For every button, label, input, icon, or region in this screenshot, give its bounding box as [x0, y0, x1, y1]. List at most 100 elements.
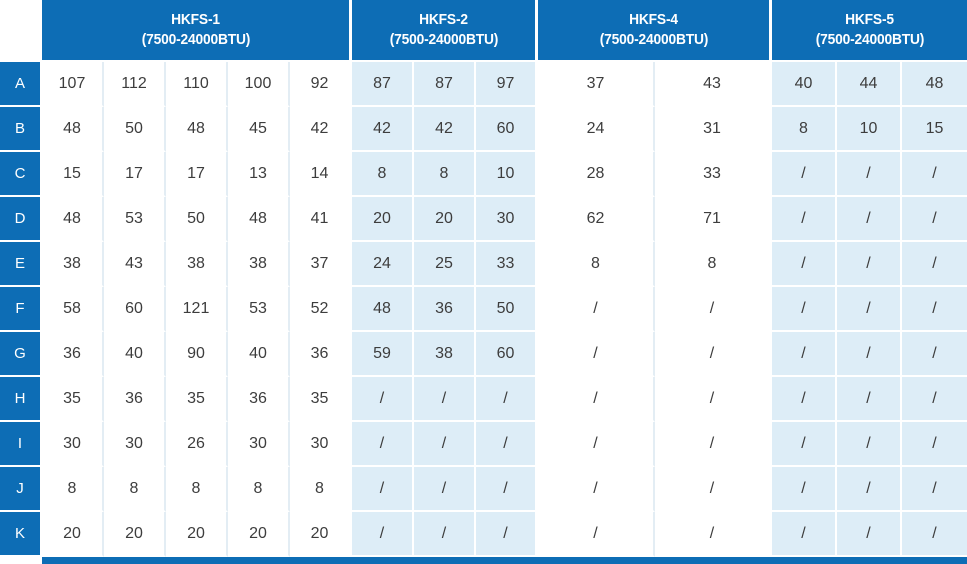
row-label-a: A — [0, 62, 42, 107]
table-cell: / — [837, 377, 902, 422]
column-group-header-hkfs-1: HKFS-1 (7500-24000BTU) — [42, 0, 352, 60]
table-cell: / — [902, 242, 967, 287]
table-cell: 48 — [42, 197, 104, 242]
table-cell: / — [655, 467, 772, 512]
column-group-header-hkfs-2: HKFS-2 (7500-24000BTU) — [352, 0, 538, 60]
table-row: E 38 43 38 38 37 24 25 33 8 8// / — [0, 242, 967, 287]
table-cell: 8 — [538, 242, 655, 287]
table-row: I 30 30 26 30 30// / / / / / / — [0, 422, 967, 467]
table-cell: 121 — [166, 287, 228, 332]
table-cell: 37 — [538, 62, 655, 107]
table-cell: 8 — [42, 467, 104, 512]
table-cell: 36 — [42, 332, 104, 377]
table-cell: 24 — [352, 242, 414, 287]
table-cell: 31 — [655, 107, 772, 152]
table-cell: 28 — [538, 152, 655, 197]
table-cell: 8 — [414, 152, 476, 197]
table-cell: 48 — [166, 107, 228, 152]
table-cell: 38 — [414, 332, 476, 377]
table-cell: 20 — [42, 512, 104, 557]
table-cell: 33 — [476, 242, 538, 287]
table-cell: 36 — [290, 332, 352, 377]
table-cell: 44 — [837, 62, 902, 107]
table-cell: / — [414, 422, 476, 467]
table-cell: / — [902, 512, 967, 557]
table-cell: 8 — [290, 467, 352, 512]
table-cell: 87 — [352, 62, 414, 107]
table-cell: / — [476, 467, 538, 512]
table-cell: / — [476, 377, 538, 422]
table-cell: 41 — [290, 197, 352, 242]
table-cell: / — [476, 512, 538, 557]
table-cell: 40 — [228, 332, 290, 377]
table-cell: 48 — [228, 197, 290, 242]
table-cell: 60 — [104, 287, 166, 332]
table-cell: 30 — [42, 422, 104, 467]
table-cell: 25 — [414, 242, 476, 287]
table-cell: / — [902, 377, 967, 422]
table-cell: 45 — [228, 107, 290, 152]
table-row: C 15 17 17 13 14 8 8 10 28 33// / — [0, 152, 967, 197]
table-cell: / — [837, 467, 902, 512]
table-cell: / — [655, 422, 772, 467]
table-cell: 42 — [352, 107, 414, 152]
table-cell: 90 — [166, 332, 228, 377]
group-name: HKFS-2 — [419, 10, 468, 28]
table-cell: 35 — [42, 377, 104, 422]
table-cell: / — [476, 422, 538, 467]
table-cell: 17 — [104, 152, 166, 197]
table-cell: / — [538, 377, 655, 422]
table-cell: / — [414, 512, 476, 557]
table-cell: / — [655, 332, 772, 377]
table-cell: 38 — [42, 242, 104, 287]
table-cell: 8 — [166, 467, 228, 512]
table-cell: / — [772, 467, 837, 512]
table-header-row: HKFS-1 (7500-24000BTU) HKFS-2 (7500-24000BT… — [0, 0, 967, 62]
table-cell: 100 — [228, 62, 290, 107]
table-cell: / — [902, 422, 967, 467]
table-cell: 53 — [104, 197, 166, 242]
table-cell: / — [837, 512, 902, 557]
row-label-j: J — [0, 467, 42, 512]
table-cell: 36 — [104, 377, 166, 422]
table-cell: 15 — [902, 107, 967, 152]
table-cell: 8 — [655, 242, 772, 287]
table-cell: 38 — [228, 242, 290, 287]
row-label-g: G — [0, 332, 42, 377]
table-cell: / — [655, 287, 772, 332]
table-cell: / — [837, 242, 902, 287]
table-row: B 48 50 48 45 42 42 42 60 24 31 8 10 15 — [0, 107, 967, 152]
table-cell: 40 — [104, 332, 166, 377]
table-row: A 107 112 110 100 92 87 87 97 37 43 40 44 48 — [0, 62, 967, 107]
table-cell: 10 — [837, 107, 902, 152]
table-cell: 36 — [414, 287, 476, 332]
table-cell: 35 — [166, 377, 228, 422]
table-cell: / — [902, 152, 967, 197]
table-row: F 58 60 121 53 52 48 36 50// / / / — [0, 287, 967, 332]
table-cell: / — [772, 242, 837, 287]
column-group-header-hkfs-4: HKFS-4 (7500-24000BTU) — [538, 0, 772, 60]
group-name: HKFS-4 — [629, 10, 678, 28]
table-cell: 58 — [42, 287, 104, 332]
table-cell: / — [837, 422, 902, 467]
table-cell: / — [837, 152, 902, 197]
table-cell: 17 — [166, 152, 228, 197]
table-cell: / — [772, 287, 837, 332]
table-cell: 20 — [352, 197, 414, 242]
table-cell: / — [414, 467, 476, 512]
table-cell: 20 — [166, 512, 228, 557]
table-cell: 15 — [42, 152, 104, 197]
table-cell: / — [772, 332, 837, 377]
column-group-header-hkfs-5: HKFS-5 (7500-24000BTU) — [772, 0, 967, 60]
table-cell: 40 — [772, 62, 837, 107]
group-subtitle: (7500-24000BTU) — [141, 31, 250, 48]
table-cell: / — [538, 467, 655, 512]
table-cell: / — [837, 287, 902, 332]
table-cell: 97 — [476, 62, 538, 107]
table-row: J 8 8 8 8 8// / / / / / / — [0, 467, 967, 512]
table-cell: 60 — [476, 107, 538, 152]
table-cell: 30 — [476, 197, 538, 242]
table-cell: / — [772, 422, 837, 467]
table-cell: 8 — [352, 152, 414, 197]
table-cell: 33 — [655, 152, 772, 197]
